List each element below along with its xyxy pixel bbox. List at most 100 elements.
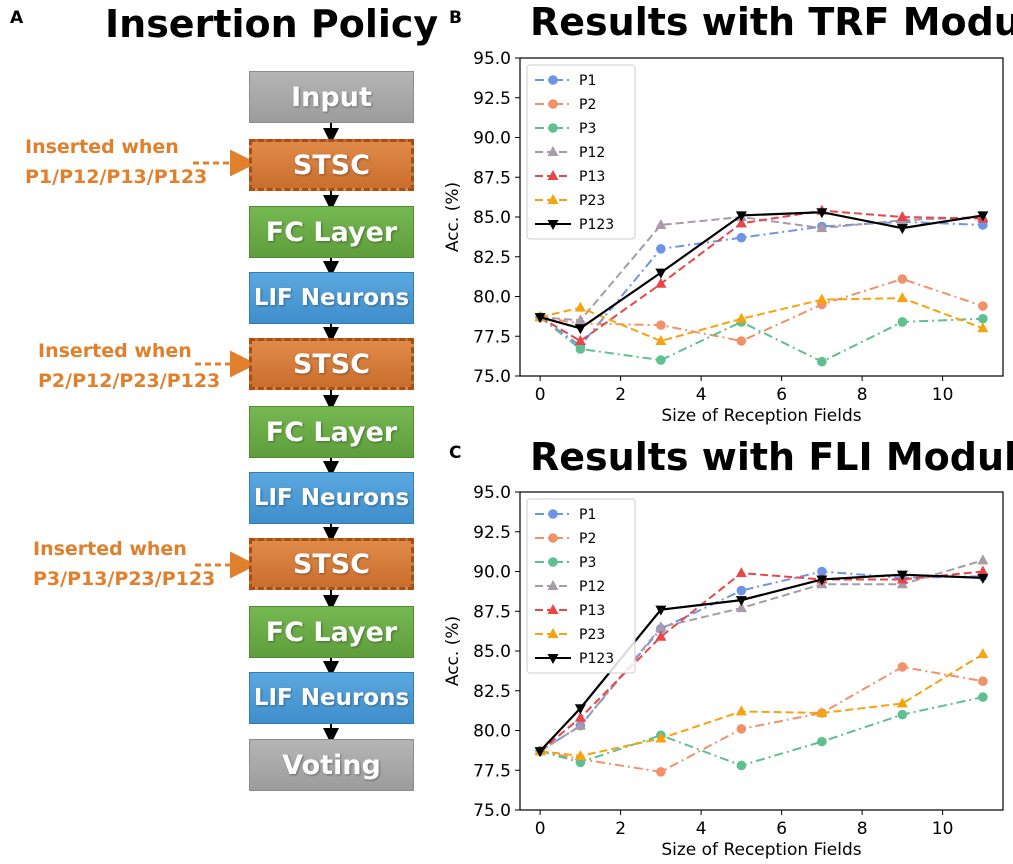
data-point-p23 — [735, 312, 747, 323]
data-point-p3 — [897, 317, 908, 327]
data-point-p2 — [736, 336, 747, 346]
data-point-p123 — [735, 211, 747, 222]
data-point-p1 — [736, 585, 747, 596]
legend-marker-p123 — [547, 654, 559, 664]
insertion-note-2-line2: P2/P12/P23/P123 — [38, 370, 221, 392]
data-point-p23 — [574, 749, 586, 760]
legend-label-p2: P2 — [579, 97, 596, 113]
data-point-p123 — [574, 324, 586, 335]
series-line-p2 — [539, 665, 984, 773]
data-point-p2 — [978, 676, 988, 687]
legend-marker-p2 — [548, 533, 558, 543]
data-point-p2 — [978, 301, 988, 311]
data-point-p23 — [574, 301, 586, 312]
data-point-p12 — [574, 719, 586, 730]
y-tick-label: 77.5 — [473, 327, 511, 347]
data-point-p12 — [977, 554, 989, 565]
lif-neurons-block-3: LIF Neurons — [249, 672, 414, 724]
data-point-p23 — [655, 732, 667, 743]
fli-chart-title: Results with FLI Module — [530, 435, 1013, 479]
panel-label-b: B — [449, 8, 462, 28]
data-point-p3 — [817, 736, 827, 747]
series-line-p1 — [539, 220, 983, 348]
data-point-p23 — [977, 648, 989, 659]
data-point-p13 — [574, 335, 586, 346]
y-tick-label: 77.5 — [473, 761, 511, 781]
data-point-p3 — [575, 344, 586, 354]
x-axis-label: Size of Reception Fields — [661, 840, 861, 860]
data-point-p13 — [735, 217, 747, 228]
y-tick-label: 87.5 — [473, 602, 511, 622]
legend-label-p13: P13 — [579, 169, 605, 185]
lif-neurons-block-1: LIF Neurons — [249, 272, 414, 324]
insertion-note-2: Inserted when P2/P12/P23/P123 — [38, 336, 220, 396]
data-point-p23 — [735, 705, 747, 716]
data-point-p123 — [896, 570, 908, 581]
x-tick-label: 8 — [857, 819, 868, 839]
stsc-block-3: STSC — [249, 538, 414, 590]
series-line-p23 — [539, 297, 984, 343]
data-point-p2 — [656, 767, 666, 777]
x-axis-label: Size of Reception Fields — [661, 406, 861, 426]
data-point-p13 — [655, 277, 667, 288]
data-point-p12 — [735, 602, 747, 613]
fli-results-chart: 75.0 77.5 80.0 82.5 85.0 87.5 90.0 92.5 95.0 0 2 4 6… — [443, 483, 1004, 860]
legend-marker-p23 — [547, 194, 559, 204]
y-tick-label: 87.5 — [473, 168, 511, 188]
insertion-note-1: Inserted when P1/P12/P13/P123 — [25, 132, 207, 192]
data-point-p123 — [977, 211, 989, 222]
data-point-p23 — [816, 707, 828, 718]
insertion-note-2-line1: Inserted when — [38, 340, 192, 362]
data-point-p3 — [817, 356, 827, 367]
legend-marker-p2 — [548, 99, 558, 109]
data-point-p123 — [534, 313, 546, 324]
x-tick-label: 6 — [776, 385, 787, 405]
data-point-p3 — [897, 709, 908, 720]
data-point-p1 — [656, 244, 666, 254]
data-point-p123 — [735, 596, 747, 607]
data-point-p123 — [655, 605, 667, 616]
series-line-p3 — [539, 696, 984, 767]
data-point-p123 — [574, 704, 586, 715]
legend-label-p1: P1 — [579, 73, 596, 89]
x-tick-label: 8 — [857, 385, 868, 405]
panel-label-a: A — [10, 8, 24, 28]
legend-label-p23: P23 — [579, 193, 605, 209]
y-tick-label: 92.5 — [473, 523, 511, 543]
y-tick-label: 90.0 — [473, 129, 511, 149]
panel-label-c: C — [449, 443, 462, 463]
insertion-note-1-line2: P1/P12/P13/P123 — [25, 166, 208, 188]
insertion-note-1-line1: Inserted when — [25, 136, 179, 158]
data-point-p123 — [977, 573, 989, 584]
y-tick-label: 85.0 — [473, 208, 511, 228]
legend-marker-p12 — [547, 580, 559, 590]
legend-marker-p13 — [547, 170, 559, 180]
data-point-p2 — [897, 274, 908, 284]
legend-label-p2: P2 — [579, 531, 596, 547]
note-arrows — [193, 149, 257, 579]
data-point-p23 — [816, 293, 828, 304]
y-tick-label: 95.0 — [473, 49, 511, 69]
data-point-p12 — [655, 218, 667, 229]
insertion-policy-title: Insertion Policy — [105, 2, 439, 46]
x-tick-label: 2 — [615, 819, 626, 839]
data-point-p13 — [574, 711, 586, 722]
data-point-p12 — [574, 314, 586, 325]
insertion-note-3-line1: Inserted when — [33, 538, 187, 560]
y-tick-label: 82.5 — [473, 682, 511, 702]
y-tick-label: 80.0 — [473, 722, 511, 742]
legend-label-p3: P3 — [579, 555, 596, 571]
insertion-note-3-line2: P3/P13/P23/P123 — [33, 568, 216, 590]
legend-label-p23: P23 — [579, 627, 605, 643]
fc-layer-block-2: FC Layer — [249, 406, 414, 458]
data-point-p2 — [736, 724, 747, 734]
legend-marker-p123 — [547, 220, 559, 230]
data-point-p123 — [534, 747, 546, 758]
x-tick-label: 10 — [932, 819, 954, 839]
data-point-p12 — [655, 621, 667, 632]
data-point-p23 — [655, 335, 667, 346]
insertion-note-3: Inserted when P3/P13/P23/P123 — [33, 534, 215, 594]
x-tick-label: 2 — [615, 385, 626, 405]
y-tick-label: 80.0 — [473, 288, 511, 308]
data-point-p23 — [896, 292, 908, 303]
